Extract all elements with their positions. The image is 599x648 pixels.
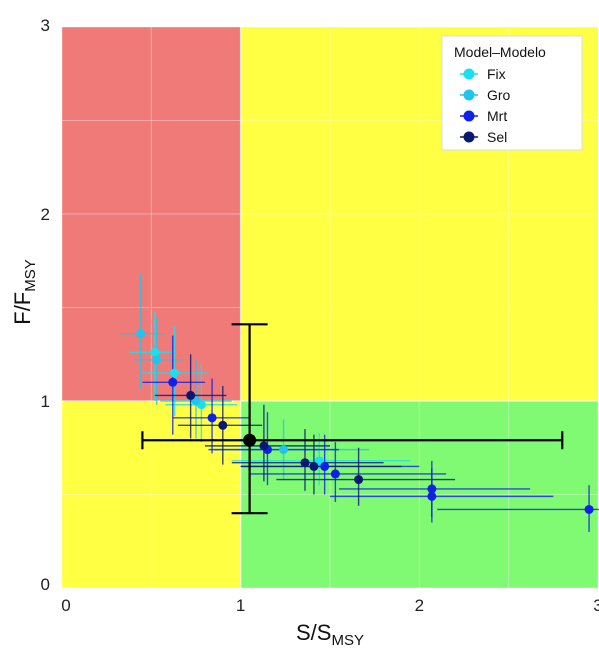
x-tick-label: 2 (415, 596, 424, 615)
legend-items: Fix Gro Mrt Sel (460, 66, 511, 145)
legend-label: Mrt (487, 108, 507, 124)
legend-marker (463, 89, 475, 101)
y-tick-label: 3 (41, 16, 50, 35)
x-axis-label-subscript: MSY (331, 632, 364, 648)
y-axis-label: F/FMSY (10, 259, 39, 325)
legend-item-sel: Sel (460, 129, 507, 145)
legend: Model–Modelo Fix Gro Mrt Sel (441, 35, 583, 151)
legend-label: Fix (487, 66, 506, 82)
point-gro (191, 396, 201, 406)
reference-point (141, 323, 564, 515)
point-gro (152, 355, 162, 365)
point-mrt (330, 469, 340, 479)
y-tick-labels: 0 1 2 3 (41, 16, 50, 594)
legend-label: Sel (487, 129, 507, 145)
point-mrt (584, 504, 594, 514)
legend-item-gro: Gro (460, 87, 511, 103)
quadrant-caution-bottom (62, 401, 241, 588)
x-tick-labels: 0 1 2 3 (61, 596, 599, 615)
point-gro (136, 329, 146, 339)
y-tick-label: 0 (41, 575, 50, 594)
point-mrt (427, 484, 437, 494)
x-axis-label: S/SMSY (296, 620, 364, 648)
x-axis-label-main: S/S (296, 620, 331, 645)
y-axis-label-main: F/F (10, 292, 35, 325)
x-tick-label: 0 (61, 596, 70, 615)
quadrant-overfished-overfishing (62, 27, 241, 401)
point-mrt (320, 461, 330, 471)
error-bars (119, 273, 599, 532)
y-tick-label: 1 (41, 392, 50, 411)
legend-label: Gro (487, 87, 511, 103)
x-tick-label: 3 (593, 596, 599, 615)
point-gro (279, 445, 289, 455)
legend-marker (463, 68, 475, 80)
legend-marker (463, 110, 475, 122)
threshold-lines (62, 27, 598, 588)
point-sel (259, 441, 269, 451)
y-axis-label-subscript: MSY (22, 259, 39, 292)
point-fix (314, 456, 324, 466)
point-fix (150, 347, 160, 357)
quadrant-healthy (240, 401, 598, 588)
reference-point-marker (243, 433, 257, 447)
legend-item-mrt: Mrt (460, 108, 507, 124)
y-tick-label: 2 (41, 205, 50, 224)
point-sel (309, 461, 319, 471)
point-mrt (427, 491, 437, 501)
legend-title: Model–Modelo (454, 44, 546, 60)
point-sel (300, 458, 310, 468)
legend-item-fix: Fix (460, 66, 506, 82)
data-points (136, 329, 594, 514)
point-sel (354, 475, 364, 485)
x-tick-label: 1 (236, 596, 245, 615)
point-mrt (168, 377, 178, 387)
point-mrt (207, 413, 217, 423)
point-sel (218, 420, 228, 430)
point-sel (186, 390, 196, 400)
legend-marker (463, 131, 475, 143)
point-fix (170, 368, 180, 378)
